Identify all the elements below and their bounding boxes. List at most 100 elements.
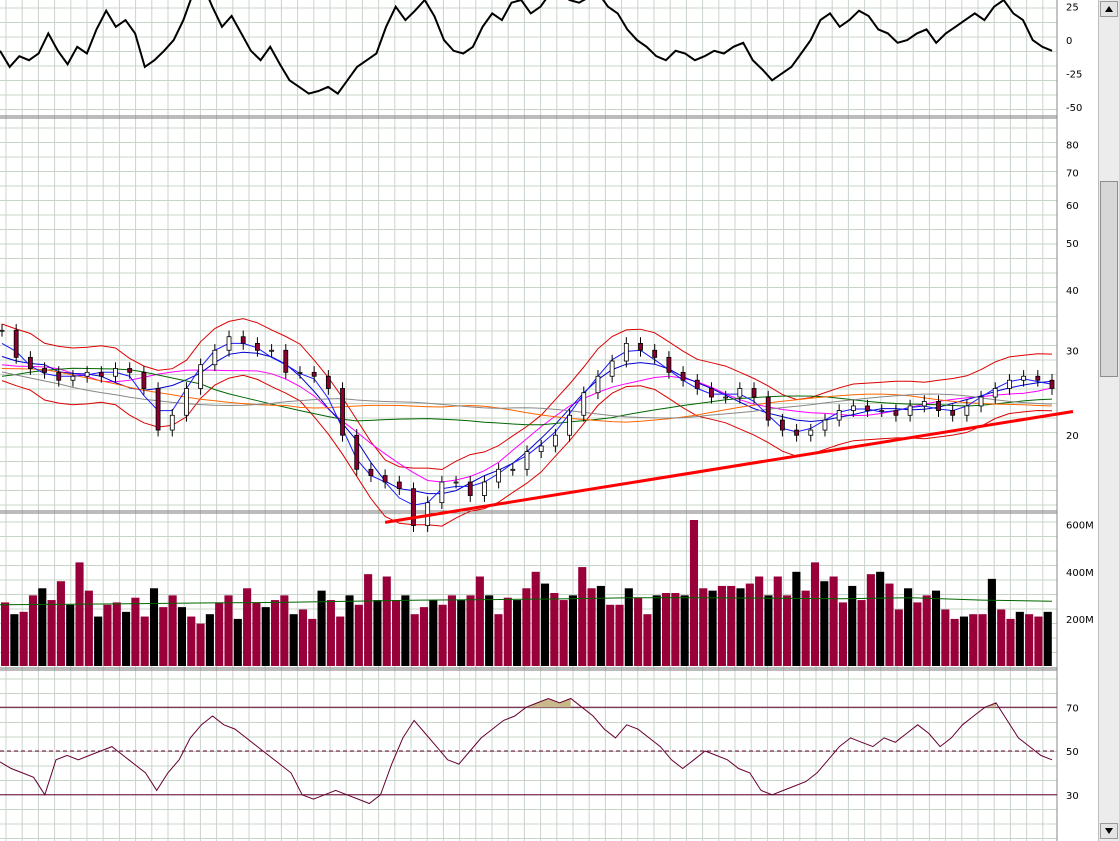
candle-up	[808, 429, 814, 436]
volume-bar	[131, 597, 140, 666]
candle-down	[652, 349, 658, 358]
volume-bar	[289, 614, 298, 666]
volume-bar	[149, 588, 159, 666]
candle-up	[113, 368, 118, 377]
volume-bar	[708, 590, 717, 666]
oscillator-line	[0, 0, 1053, 95]
volume-bar	[550, 593, 559, 666]
volume-bar	[419, 607, 429, 666]
volume-bar	[848, 585, 857, 666]
candle-down	[467, 481, 473, 496]
scroll-down-button[interactable]	[1100, 823, 1118, 839]
candle-down	[255, 342, 260, 351]
candle-up	[850, 405, 856, 411]
volume-bar	[540, 583, 550, 666]
candle-up	[496, 468, 502, 483]
volume-bar	[122, 611, 131, 666]
volume-bar	[671, 593, 680, 666]
volume-bar	[168, 595, 177, 666]
volume-bar	[103, 604, 112, 666]
volume-bar	[587, 588, 596, 666]
candle-down	[794, 429, 799, 436]
volume-bar	[336, 616, 345, 666]
candle-down	[325, 375, 331, 389]
candle-down	[311, 371, 317, 377]
volume-bar	[1034, 616, 1043, 666]
volume-tick-label: 600M	[1066, 521, 1094, 532]
candle-down	[141, 371, 147, 389]
volume-bar	[522, 588, 531, 666]
candle-down	[765, 396, 771, 421]
oscillator-tick-label: 0	[1066, 36, 1072, 47]
volume-tick-label: 200M	[1066, 615, 1094, 626]
volume-bar	[810, 562, 820, 666]
volume-bar	[1, 602, 10, 666]
volume-bar	[317, 590, 326, 666]
candle-down	[368, 468, 374, 476]
volume-bar	[298, 609, 308, 666]
volume-bar	[354, 604, 363, 666]
volume-average-line	[0, 597, 1053, 606]
volume-bar	[494, 614, 503, 666]
volume-bar	[47, 600, 56, 666]
volume-bar	[75, 562, 84, 666]
volume-bar	[373, 600, 382, 666]
volume-bar	[736, 588, 745, 666]
volume-bar	[959, 616, 969, 666]
volume-bar	[438, 604, 447, 666]
candle-up	[978, 396, 984, 407]
volume-bar	[38, 588, 47, 666]
volume-bar	[606, 604, 615, 666]
volume-bar	[764, 595, 773, 666]
candle-down	[936, 401, 941, 411]
volume-bar	[922, 595, 931, 666]
scrollbar-thumb[interactable]	[1100, 181, 1118, 377]
volume-bar	[531, 571, 540, 666]
candle-up	[567, 414, 572, 436]
volume-bar	[699, 588, 708, 666]
volume-bar	[578, 567, 587, 666]
scroll-up-button[interactable]	[1100, 1, 1118, 17]
candle-down	[709, 388, 714, 398]
volume-bar	[624, 588, 633, 666]
volume-bar	[215, 602, 224, 666]
candle-up	[1021, 375, 1027, 381]
candle-down	[638, 342, 643, 351]
volume-bar	[913, 602, 922, 666]
volume-bar	[931, 590, 941, 666]
vertical-scrollbar[interactable]	[1098, 0, 1119, 841]
candle-down	[396, 481, 402, 490]
candle-up	[84, 371, 90, 377]
oscillator-tick-label: -25	[1066, 70, 1082, 81]
candle-down	[127, 368, 133, 373]
volume-bar	[745, 583, 754, 666]
candle-down	[283, 349, 289, 373]
volume-bar	[829, 576, 838, 666]
price-tick-label: 30	[1066, 346, 1079, 357]
candle-up	[510, 468, 516, 471]
volume-bar	[252, 602, 261, 666]
candle-down	[780, 419, 785, 431]
volume-bar	[866, 574, 875, 666]
candle-down	[27, 356, 33, 369]
moving-average-1	[1, 364, 1053, 483]
candle-up	[609, 360, 615, 377]
candle-up	[581, 392, 587, 416]
candle-down	[666, 356, 672, 373]
volume-bar	[382, 576, 391, 666]
volume-bar	[894, 609, 903, 666]
candle-up	[737, 388, 743, 398]
volume-bar	[364, 574, 373, 666]
price-panel	[0, 318, 1074, 532]
candle-down	[354, 434, 360, 470]
volume-bar	[243, 588, 252, 666]
candle-up	[538, 445, 544, 452]
volume-bar	[559, 600, 568, 666]
volume-bar	[783, 595, 792, 666]
candle-down	[950, 410, 956, 416]
arrow-up-icon	[1105, 6, 1113, 12]
moving-average-3	[1, 367, 1053, 426]
rsi-panel	[0, 697, 1057, 805]
candle-down	[155, 388, 161, 431]
volume-bar	[689, 520, 699, 666]
